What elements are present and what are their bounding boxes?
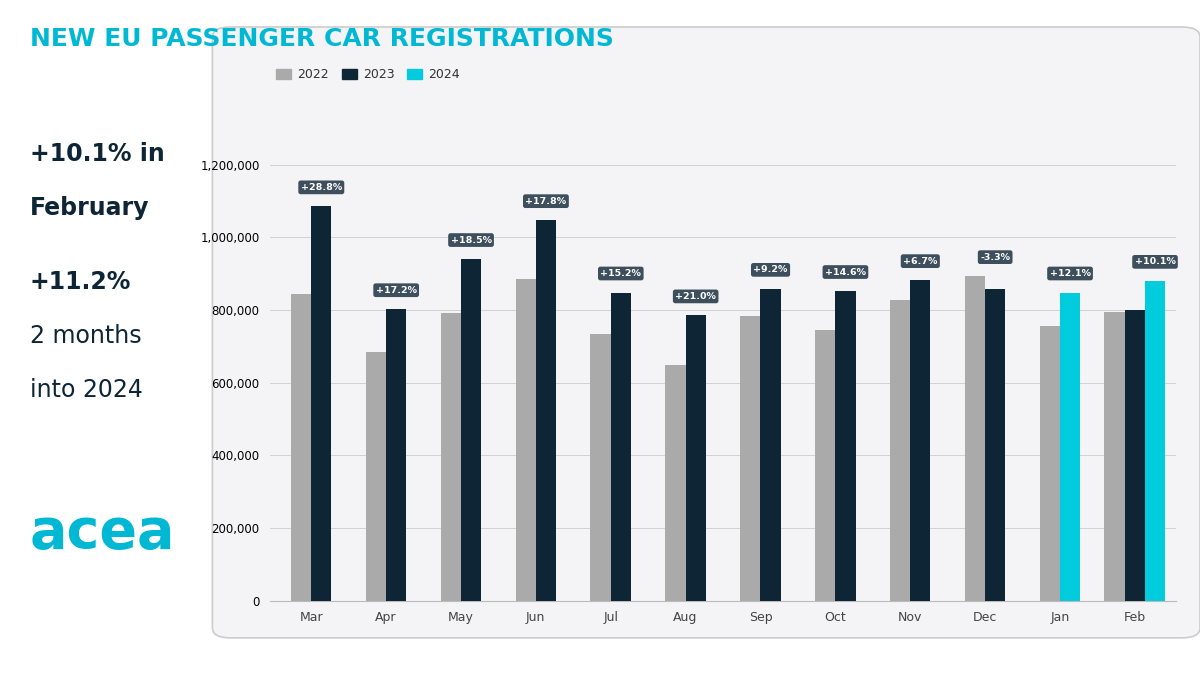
Bar <box>1124 310 1145 601</box>
Bar <box>665 365 685 601</box>
Bar <box>290 294 311 601</box>
Text: +10.1%: +10.1% <box>1134 257 1176 278</box>
Text: +18.5%: +18.5% <box>450 236 492 256</box>
Bar <box>1060 292 1080 601</box>
Bar <box>461 259 481 601</box>
Bar <box>311 207 331 601</box>
Bar <box>740 316 761 601</box>
Text: February: February <box>30 196 150 220</box>
Text: -3.3%: -3.3% <box>980 252 1010 273</box>
Text: NEW EU PASSENGER CAR REGISTRATIONS: NEW EU PASSENGER CAR REGISTRATIONS <box>30 27 614 51</box>
Text: +17.8%: +17.8% <box>526 196 566 217</box>
Bar <box>1039 325 1060 601</box>
Legend: 2022, 2023, 2024: 2022, 2023, 2024 <box>276 68 460 82</box>
Bar <box>536 220 556 601</box>
Bar <box>910 280 930 601</box>
Bar <box>761 289 781 601</box>
Bar <box>366 352 386 601</box>
Text: +10.1% in: +10.1% in <box>30 142 164 166</box>
Bar <box>1104 312 1124 601</box>
Bar <box>590 333 611 601</box>
Bar <box>985 289 1006 601</box>
Bar <box>890 300 910 601</box>
Text: acea: acea <box>30 506 175 560</box>
Bar <box>835 291 856 601</box>
Text: +11.2%: +11.2% <box>30 270 131 294</box>
Bar <box>516 279 536 601</box>
Text: +17.2%: +17.2% <box>376 286 416 306</box>
Text: +9.2%: +9.2% <box>754 265 787 286</box>
Text: +12.1%: +12.1% <box>1050 269 1091 290</box>
Text: +14.6%: +14.6% <box>824 267 866 288</box>
Text: +6.7%: +6.7% <box>904 256 937 277</box>
Text: into 2024: into 2024 <box>30 378 143 402</box>
Text: +28.8%: +28.8% <box>301 183 342 204</box>
Bar <box>965 276 985 601</box>
Bar <box>1145 281 1165 601</box>
Text: +15.2%: +15.2% <box>600 269 641 290</box>
Bar <box>440 313 461 601</box>
Bar <box>815 330 835 601</box>
Bar <box>386 309 407 601</box>
Text: +21.0%: +21.0% <box>676 292 716 313</box>
Bar <box>611 292 631 601</box>
Bar <box>685 315 706 601</box>
Text: 2 months: 2 months <box>30 324 142 348</box>
